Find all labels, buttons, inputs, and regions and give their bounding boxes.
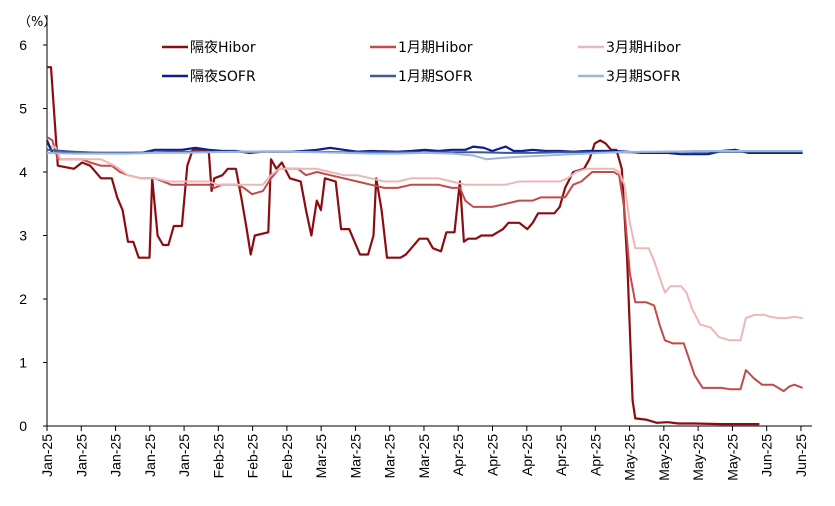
x-tick-label: Jan-25 [73,434,89,477]
axes: 0 1 2 3 4 5 6 Jan-25 Jan-25 Jan-25 Jan-25 Jan-25 Feb… [19,15,812,481]
series-line-4 [45,139,803,156]
x-tick-label: May-25 [724,434,740,481]
series-line-6 [46,150,803,161]
x-tick-label: Mar-25 [347,434,363,479]
x-tick-label: Feb-25 [245,434,261,479]
legend-label: 隔夜SOFR [190,69,256,85]
x-tick-label: Jan-25 [176,434,192,477]
x-tick-label: Apr-25 [553,434,569,476]
series-line-2 [46,136,803,393]
series-line-1 [47,66,760,426]
y-tick-label: 6 [19,37,27,53]
y-unit-label: （%） [18,15,56,30]
x-tick-label: Apr-25 [485,434,501,476]
x-tick-label: Jun-25 [759,434,775,477]
x-tick-label: May-25 [690,434,706,481]
y-tick-label: 4 [19,164,27,180]
legend-label: 1月期Hibor [398,40,473,56]
legend-label: 隔夜Hibor [190,40,256,56]
x-tick-label: Mar-25 [382,434,398,479]
y-tick-label: 5 [19,101,27,117]
x-tick-label: May-25 [622,434,638,481]
y-tick-label: 0 [19,418,27,434]
x-tick-label: Jan-25 [39,434,55,477]
x-tick-label: Apr-25 [587,434,603,476]
x-tick-label: Apr-25 [519,434,535,476]
legend-label: 3月期SOFR [606,69,681,85]
x-tick-label: Feb-25 [279,434,295,479]
y-tick-label: 3 [19,228,27,244]
x-tick-label: Mar-25 [313,434,329,479]
x-tick-label: Apr-25 [450,434,466,476]
series-lines [45,66,803,426]
x-tick-label: Jan-25 [142,434,158,477]
legend-label: 1月期SOFR [398,69,473,85]
x-tick-label: Jan-25 [108,434,124,477]
legend: 隔夜Hibor 1月期Hibor 3月期Hibor 隔夜SOFR 1月期SOFR 3月期S… [162,40,681,85]
x-tick-label: Feb-25 [210,434,226,479]
x-tick-label: Mar-25 [416,434,432,479]
y-tick-label: 1 [19,355,27,371]
y-tick-label: 2 [19,291,27,307]
x-tick-label: Jun-25 [793,434,809,477]
x-tick-label: May-25 [656,434,672,481]
series-line-3 [47,145,803,342]
legend-label: 3月期Hibor [606,40,681,56]
